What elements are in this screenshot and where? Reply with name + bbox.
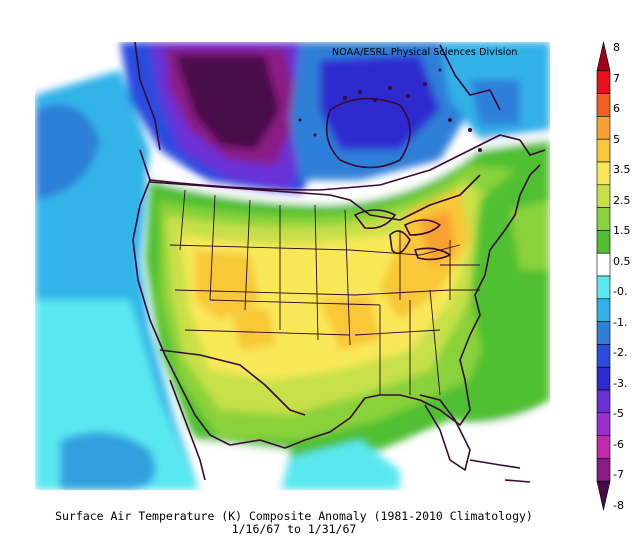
coastlines xyxy=(132,42,546,483)
colorbar-tick-label: -7 xyxy=(613,468,624,482)
colorbar-swatch xyxy=(596,389,611,414)
colorbar-tick-label: -0. xyxy=(613,285,628,299)
colorbar xyxy=(596,41,611,511)
credit-label: NOAA/ESRL Physical Sciences Division xyxy=(332,47,518,58)
colorbar-swatch xyxy=(596,480,611,511)
colorbar-swatch xyxy=(596,298,611,322)
colorbar-swatch xyxy=(596,344,611,368)
date-range: 1/16/67 to 1/31/67 xyxy=(231,522,357,536)
colorbar-tick-label: 2.5 xyxy=(613,193,631,207)
colorbar-tick-label: 0.5 xyxy=(613,254,631,268)
colorbar-tick-label: 7 xyxy=(613,71,620,85)
colorbar-swatch xyxy=(596,207,611,231)
colorbar-tick-label: 5 xyxy=(613,132,620,146)
colorbar-swatch xyxy=(596,412,611,436)
colorbar-tick-label: -2. xyxy=(613,346,628,360)
colorbar-swatch xyxy=(596,275,611,300)
colorbar-swatch xyxy=(596,70,611,94)
colorbar-swatch xyxy=(596,138,611,163)
colorbar-tick-label: -3. xyxy=(613,376,628,390)
colorbar-tick-label: 8 xyxy=(613,41,620,54)
colorbar-tick-label: -8 xyxy=(613,499,624,512)
colorbar-tick-label: 6 xyxy=(613,102,620,116)
colorbar-swatch xyxy=(596,458,611,482)
colorbar-swatch xyxy=(596,252,611,277)
colorbar-swatch xyxy=(596,230,611,254)
colorbar-swatch xyxy=(596,116,611,140)
colorbar-swatch xyxy=(596,435,611,459)
colorbar-swatch xyxy=(596,366,611,391)
anomaly-field xyxy=(35,42,550,490)
colorbar-swatch xyxy=(596,41,611,72)
arctic-islands xyxy=(298,68,482,152)
state-lines xyxy=(169,189,480,396)
colorbar-tick-label: -5 xyxy=(613,407,624,421)
colorbar-swatch xyxy=(596,161,611,186)
colorbar-swatch xyxy=(596,184,611,208)
map-title: Surface Air Temperature (K) Composite An… xyxy=(55,509,533,523)
colorbar-tick-label: 3.5 xyxy=(613,163,631,177)
colorbar-tick-label: -6 xyxy=(613,437,624,451)
colorbar-tick-label: 1.5 xyxy=(613,224,631,238)
colorbar-swatch xyxy=(596,321,611,345)
colorbar-tick-label: -1. xyxy=(613,315,628,329)
colorbar-swatch xyxy=(596,93,611,117)
